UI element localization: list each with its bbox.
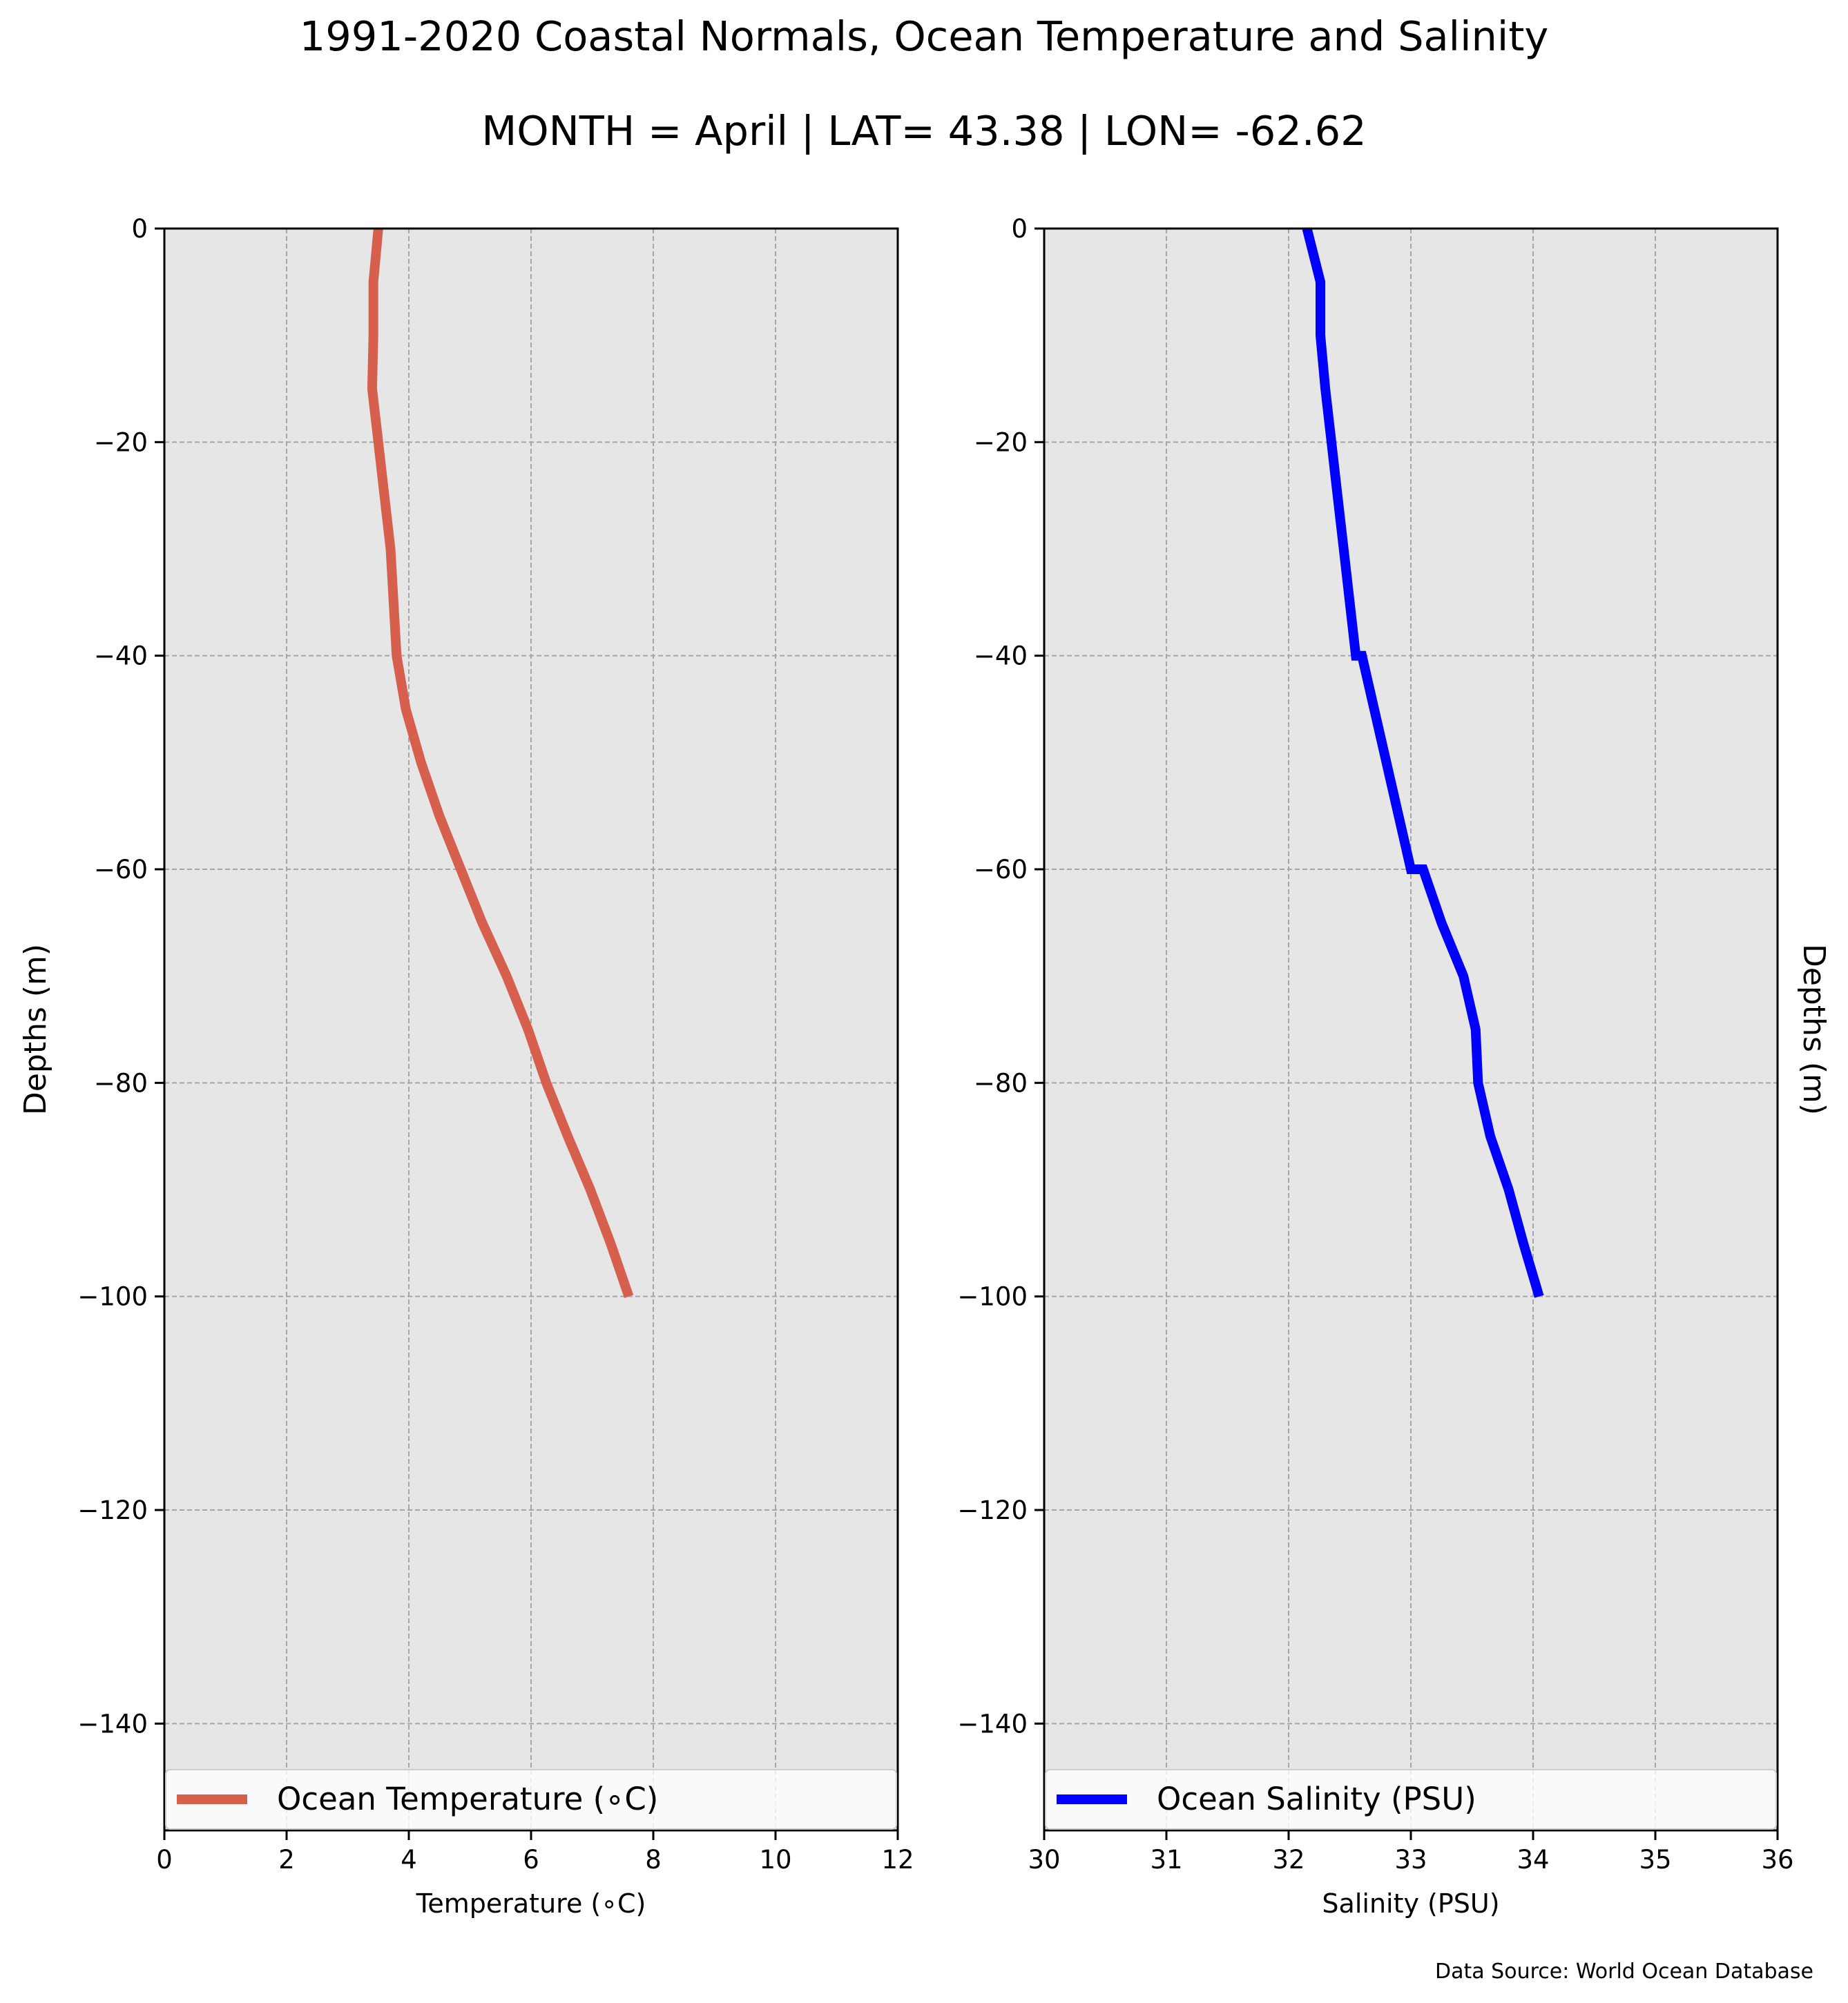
- salinity-x-tick-label: 34: [1517, 1845, 1549, 1875]
- temperature-x-tick-label: 4: [401, 1845, 417, 1875]
- temperature-y-tick-label: −60: [94, 855, 148, 884]
- salinity-y-tick-label: −140: [957, 1709, 1028, 1739]
- salinity-y-tick-label: −60: [974, 855, 1028, 884]
- temperature-y-tick-label: −80: [94, 1068, 148, 1098]
- salinity-legend-box: [1045, 1769, 1777, 1830]
- salinity-x-tick-label: 32: [1272, 1845, 1305, 1875]
- chart-title: 1991-2020 Coastal Normals, Ocean Tempera…: [299, 12, 1549, 60]
- temperature-x-tick-label: 6: [523, 1845, 539, 1875]
- temperature-x-tick-label: 12: [881, 1845, 914, 1875]
- temperature-y-tick-label: −120: [77, 1496, 148, 1525]
- temperature-y-tick-label: −100: [77, 1282, 148, 1312]
- data-source-note: Data Source: World Ocean Database: [1435, 1960, 1813, 1984]
- salinity-y-tick-label: −120: [957, 1496, 1028, 1525]
- chart-subtitle: MONTH = April | LAT= 43.38 | LON= -62.62: [481, 107, 1367, 155]
- salinity-y-tick-label: −100: [957, 1282, 1028, 1312]
- salinity-x-axis-label: Salinity (PSU): [1322, 1888, 1499, 1919]
- temperature-y-tick-label: −40: [94, 641, 148, 671]
- salinity-y-tick-label: −40: [974, 641, 1028, 671]
- temperature-x-axis-label: Temperature (∘C): [416, 1888, 646, 1919]
- temperature-legend-label: Ocean Temperature (∘C): [277, 1781, 658, 1817]
- salinity-x-tick-label: 36: [1761, 1845, 1793, 1875]
- salinity-y-tick-label: −80: [974, 1068, 1028, 1098]
- salinity-x-tick-label: 35: [1639, 1845, 1671, 1875]
- salinity-series-line: [1302, 227, 1544, 1298]
- temperature-x-tick-label: 2: [278, 1845, 295, 1875]
- temperature-x-tick-label: 8: [645, 1845, 662, 1875]
- salinity-y-tick-label: 0: [1011, 214, 1028, 244]
- temperature-y-tick-label: −20: [94, 427, 148, 457]
- temperature-legend: Ocean Temperature (∘C): [165, 1769, 897, 1830]
- salinity-y-axis-label: Depths (m): [1796, 944, 1831, 1115]
- salinity-panel: 30 31 32 33 34 35 36 0 −20 −40 −60 −80 −100 −120 −140 S…: [957, 214, 1831, 1919]
- temperature-x-tick-label: 10: [759, 1845, 791, 1875]
- salinity-x-tick-label: 33: [1394, 1845, 1427, 1875]
- temperature-panel: 0 2 4 6 8 10 12 0 −20 −40 −60 −80 −100 −120 −140 Temper…: [18, 214, 914, 1919]
- salinity-legend: Ocean Salinity (PSU): [1045, 1769, 1777, 1830]
- salinity-x-tick-label: 31: [1150, 1845, 1182, 1875]
- temperature-legend-box: [165, 1769, 897, 1830]
- salinity-legend-label: Ocean Salinity (PSU): [1157, 1781, 1476, 1817]
- temperature-y-tick-label: −140: [77, 1709, 148, 1739]
- temperature-series-line: [367, 228, 634, 1298]
- temperature-y-axis-label: Depths (m): [18, 944, 53, 1115]
- salinity-x-tick-label: 30: [1028, 1845, 1060, 1875]
- temperature-y-tick-label: 0: [131, 214, 148, 244]
- temperature-x-tick-label: 0: [156, 1845, 173, 1875]
- salinity-y-tick-label: −20: [974, 427, 1028, 457]
